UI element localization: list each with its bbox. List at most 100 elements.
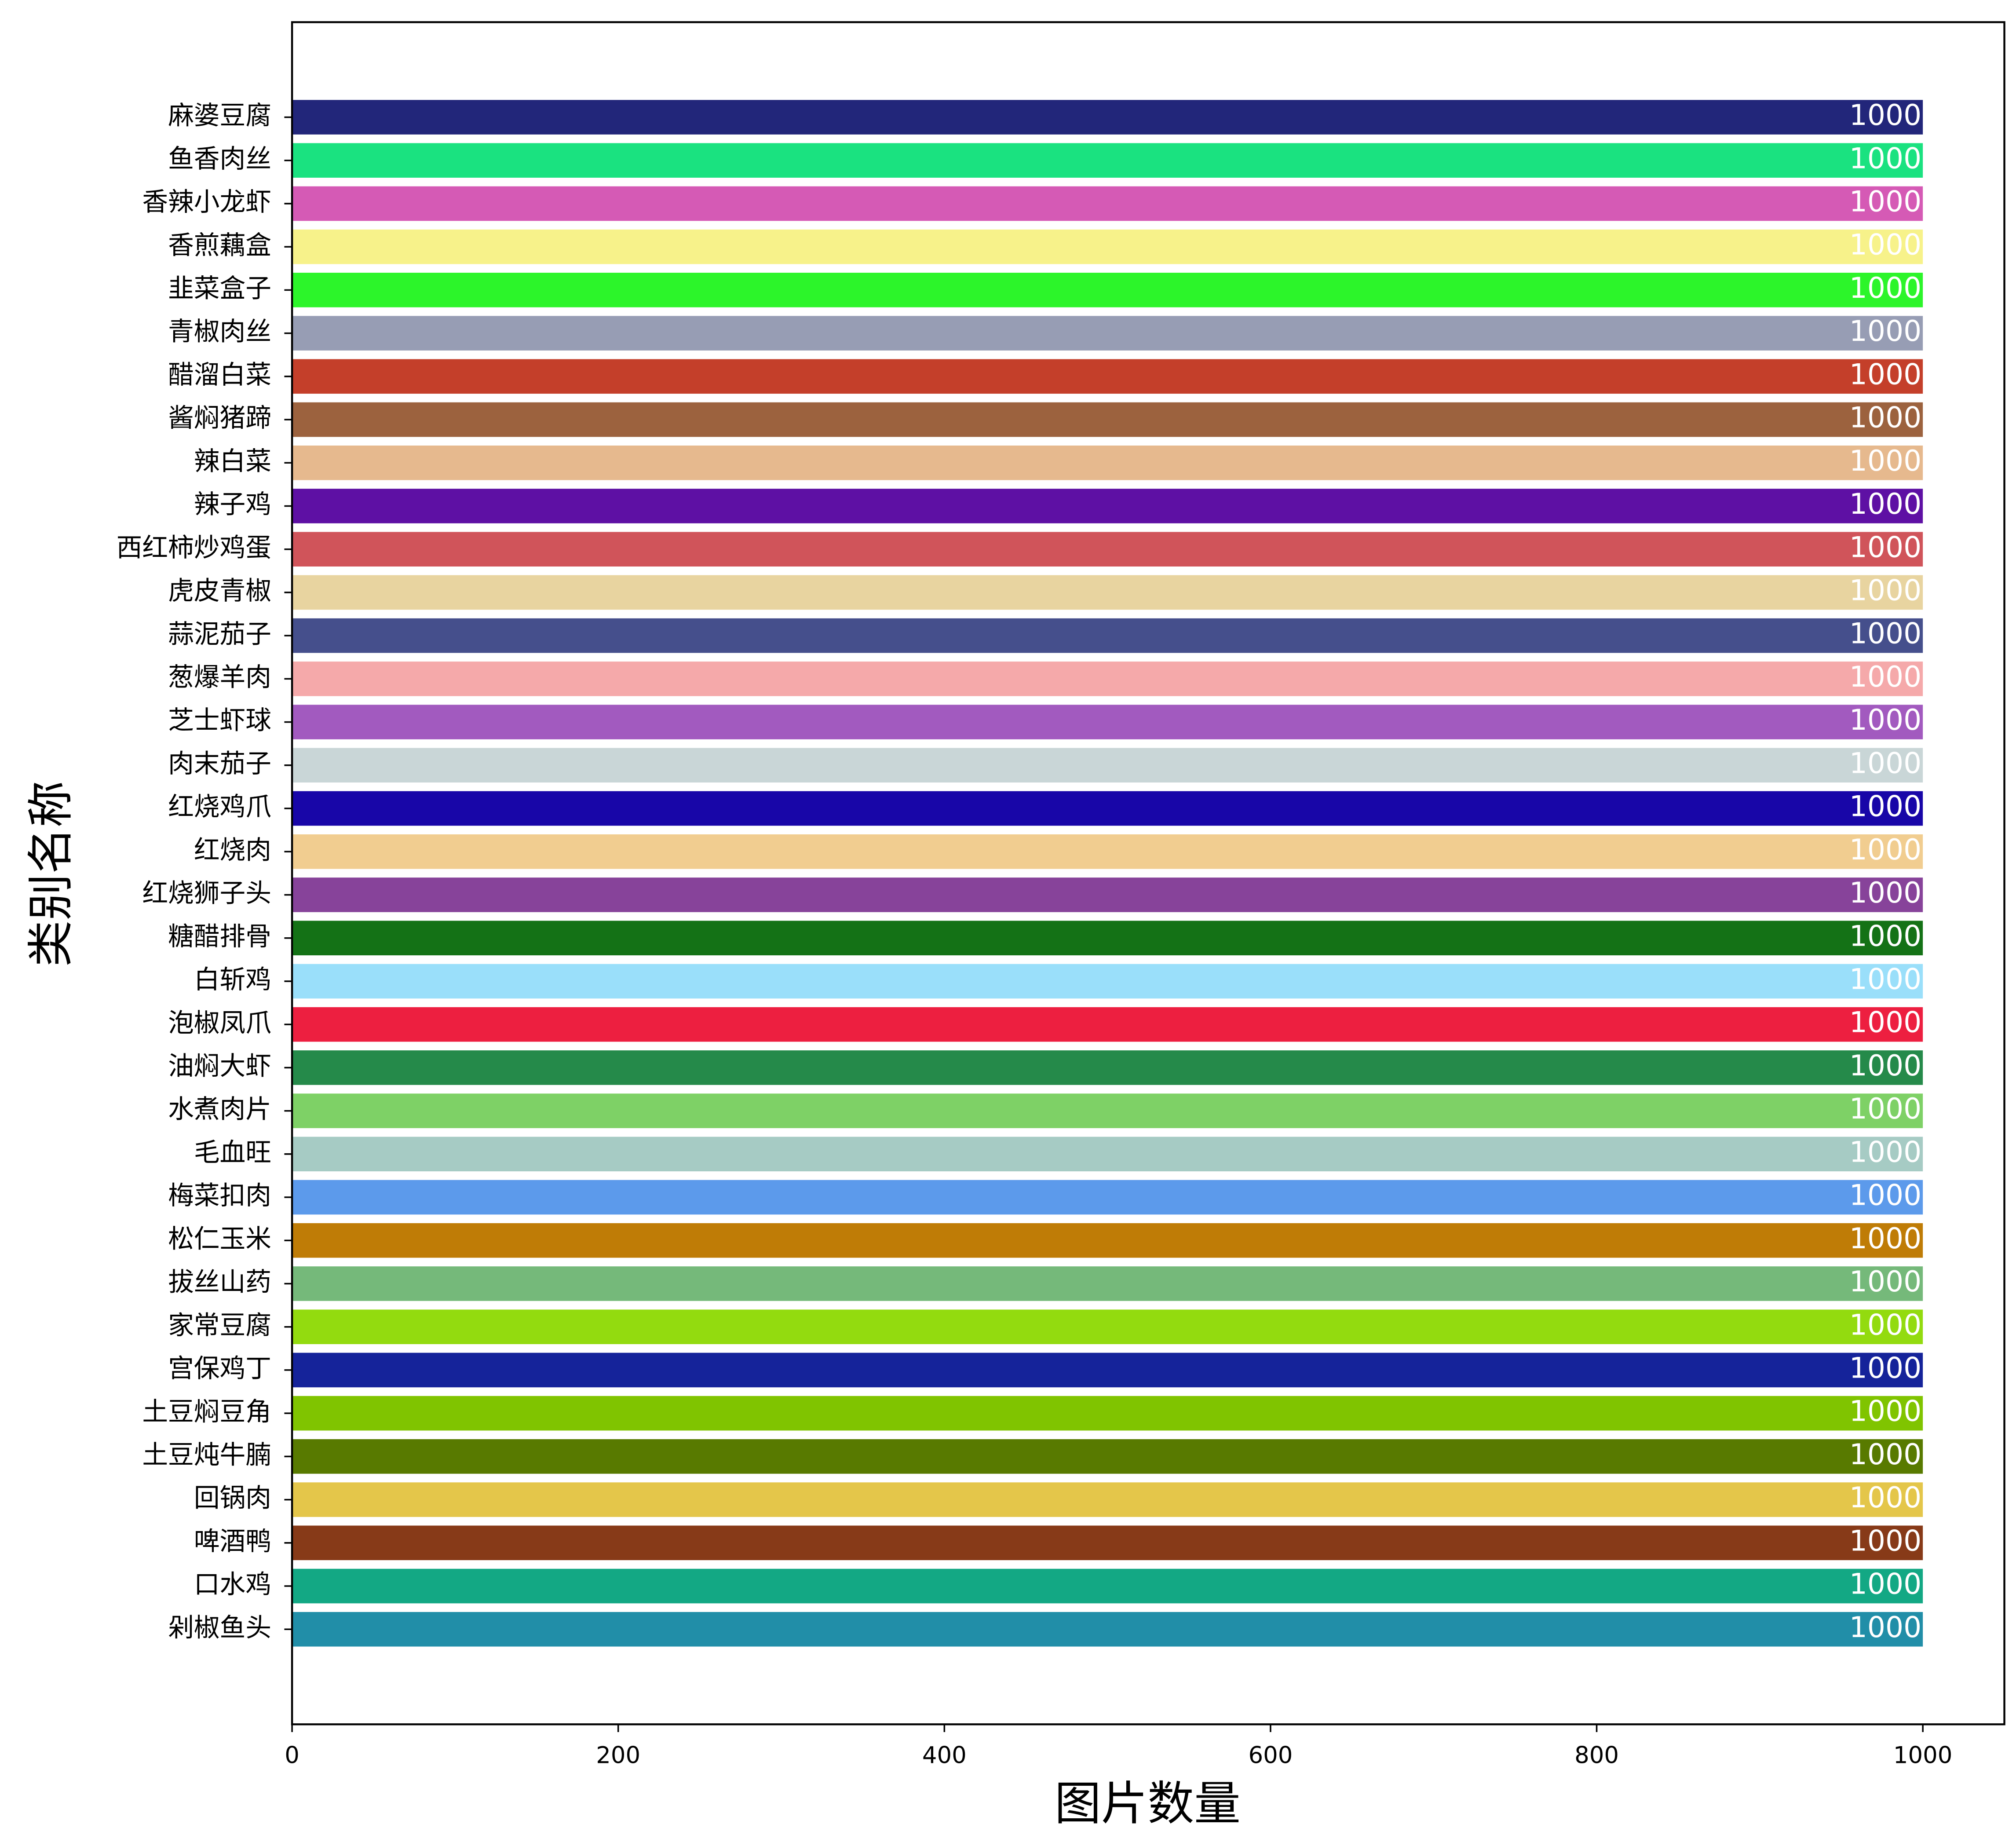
y-tick-label: 蒜泥茄子 <box>168 618 271 649</box>
y-tick-label: 西红柿炒鸡蛋 <box>117 532 272 563</box>
x-tick-label: 1000 <box>1893 1742 1953 1769</box>
bar <box>292 1050 1923 1085</box>
y-tick-label: 油焖大虾 <box>168 1050 271 1081</box>
value-label: 1000 <box>1849 142 1921 175</box>
y-tick-label: 红烧狮子头 <box>142 878 271 908</box>
value-label: 1000 <box>1849 315 1921 348</box>
y-tick-label: 麻婆豆腐 <box>168 100 271 131</box>
bar <box>292 445 1923 480</box>
bar <box>292 662 1923 696</box>
value-label: 1000 <box>1849 445 1921 478</box>
x-tick-label: 0 <box>285 1742 299 1769</box>
bar <box>292 877 1923 912</box>
y-tick-label: 葱爆羊肉 <box>168 662 271 692</box>
bar <box>292 532 1923 567</box>
bar <box>292 402 1923 437</box>
value-label: 1000 <box>1849 1395 1921 1428</box>
value-label: 1000 <box>1849 1481 1921 1514</box>
value-label: 1000 <box>1849 229 1921 262</box>
x-tick-label: 800 <box>1574 1742 1619 1769</box>
y-tick-label: 口水鸡 <box>194 1569 271 1599</box>
y-axis-label: 类别名称 <box>24 781 78 967</box>
y-tick-label: 家常豆腐 <box>168 1310 271 1340</box>
y-tick-label: 土豆炖牛腩 <box>142 1439 271 1469</box>
value-label: 1000 <box>1849 790 1921 823</box>
bar <box>292 1309 1923 1344</box>
y-tick-label: 香煎藕盒 <box>168 230 271 260</box>
value-label: 1000 <box>1849 1352 1921 1385</box>
bar <box>292 618 1923 653</box>
bar <box>292 1007 1923 1042</box>
y-tick-label: 水煮肉片 <box>168 1094 271 1124</box>
bar <box>292 1266 1923 1301</box>
bar <box>292 489 1923 523</box>
value-label: 1000 <box>1849 99 1921 132</box>
bar <box>292 186 1923 221</box>
bar <box>292 1568 1923 1604</box>
bar <box>292 359 1923 394</box>
y-tick-label: 糖醋排骨 <box>168 921 271 951</box>
y-tick-label: 韭菜盒子 <box>168 273 271 303</box>
y-tick-label: 酱焖猪蹄 <box>168 402 271 433</box>
y-tick-label: 鱼香肉丝 <box>168 143 271 174</box>
y-tick-label: 香辣小龙虾 <box>142 186 271 217</box>
value-label: 1000 <box>1849 1438 1921 1471</box>
bar <box>292 229 1923 264</box>
value-label: 1000 <box>1849 1611 1921 1644</box>
value-label: 1000 <box>1849 1568 1921 1601</box>
value-label: 1000 <box>1849 963 1921 996</box>
y-tick-label: 松仁玉米 <box>168 1223 271 1254</box>
value-label: 1000 <box>1849 1049 1921 1082</box>
y-tick-label: 醋溜白菜 <box>168 359 271 390</box>
value-label: 1000 <box>1849 186 1921 219</box>
bar <box>292 1093 1923 1128</box>
value-label: 1000 <box>1849 1093 1921 1126</box>
y-tick-label: 土豆焖豆角 <box>142 1396 271 1426</box>
bar <box>292 748 1923 783</box>
y-tick-label: 回锅肉 <box>194 1483 271 1513</box>
y-tick-label: 芝士虾球 <box>168 705 271 735</box>
value-label: 1000 <box>1849 531 1921 564</box>
value-label: 1000 <box>1849 704 1921 737</box>
value-label: 1000 <box>1849 661 1921 694</box>
value-label: 1000 <box>1849 1265 1921 1298</box>
value-label: 1000 <box>1849 574 1921 607</box>
bar <box>292 791 1923 826</box>
bar <box>292 1482 1923 1517</box>
value-label: 1000 <box>1849 833 1921 866</box>
y-tick-label: 白斩鸡 <box>194 964 271 994</box>
y-tick-label: 拔丝山药 <box>168 1267 271 1297</box>
bar <box>292 921 1923 955</box>
bar <box>292 273 1923 307</box>
value-label: 1000 <box>1849 1136 1921 1169</box>
value-label: 1000 <box>1849 402 1921 435</box>
value-label: 1000 <box>1849 618 1921 651</box>
y-tick-label: 毛血旺 <box>194 1137 271 1167</box>
x-tick-label: 600 <box>1248 1742 1293 1769</box>
y-tick-label: 肉末茄子 <box>168 748 271 779</box>
bar <box>292 705 1923 739</box>
y-tick-label: 梅菜扣肉 <box>168 1180 271 1210</box>
bar <box>292 1180 1923 1215</box>
value-label: 1000 <box>1849 1524 1921 1557</box>
value-label: 1000 <box>1849 1006 1921 1039</box>
bar <box>292 1353 1923 1388</box>
y-tick-label: 啤酒鸭 <box>194 1526 271 1556</box>
y-tick-label: 辣白菜 <box>194 446 271 476</box>
bar <box>292 143 1923 178</box>
x-tick-label: 200 <box>596 1742 640 1769</box>
y-tick-label: 辣子鸡 <box>194 489 271 519</box>
bar <box>292 575 1923 610</box>
bar <box>292 100 1923 135</box>
x-tick-label: 400 <box>922 1742 967 1769</box>
value-label: 1000 <box>1849 1309 1921 1342</box>
value-label: 1000 <box>1849 272 1921 305</box>
bar <box>292 1525 1923 1561</box>
bar <box>292 964 1923 999</box>
bar <box>292 834 1923 869</box>
value-label: 1000 <box>1849 747 1921 780</box>
y-tick-label: 宫保鸡丁 <box>168 1353 271 1383</box>
y-tick-label: 红烧肉 <box>194 834 271 865</box>
value-label: 1000 <box>1849 877 1921 910</box>
